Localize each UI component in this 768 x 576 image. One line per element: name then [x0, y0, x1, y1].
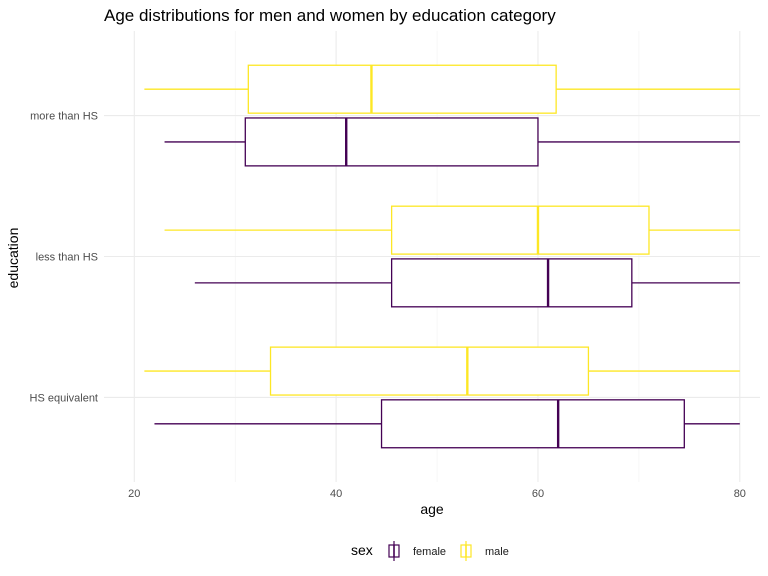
- box-iqr: [380, 399, 685, 449]
- box-male: [144, 64, 740, 114]
- box-female: [164, 117, 740, 167]
- legend: sex female male: [351, 541, 509, 561]
- box-iqr: [390, 205, 650, 255]
- legend-key-female: female: [388, 541, 446, 561]
- box-iqr: [247, 64, 557, 114]
- box-female: [194, 258, 740, 308]
- x-axis-title: age: [420, 501, 444, 517]
- y-axis-title: education: [5, 228, 21, 289]
- x-tick-label: 20: [128, 488, 140, 500]
- legend-title: sex: [351, 542, 373, 558]
- chart-title: Age distributions for men and women by e…: [104, 6, 556, 25]
- y-tick-labels: HS equivalent less than HS more than HS: [30, 111, 99, 405]
- y-tick-label: more than HS: [30, 111, 98, 123]
- legend-label: male: [485, 546, 509, 558]
- boxes: [144, 64, 740, 449]
- box-male: [144, 346, 740, 396]
- box-female: [154, 399, 740, 449]
- y-tick-label: less than HS: [36, 252, 98, 264]
- box-iqr: [244, 117, 539, 167]
- box-male: [164, 205, 740, 255]
- box-iqr: [269, 346, 590, 396]
- x-tick-label: 40: [330, 488, 342, 500]
- x-tick-label: 60: [532, 488, 544, 500]
- box-iqr: [390, 258, 633, 308]
- legend-key-male: male: [460, 541, 509, 561]
- x-tick-label: 80: [734, 488, 746, 500]
- legend-label: female: [413, 546, 446, 558]
- y-tick-label: HS equivalent: [30, 392, 99, 404]
- x-tick-labels: 20 40 60 80: [128, 488, 746, 500]
